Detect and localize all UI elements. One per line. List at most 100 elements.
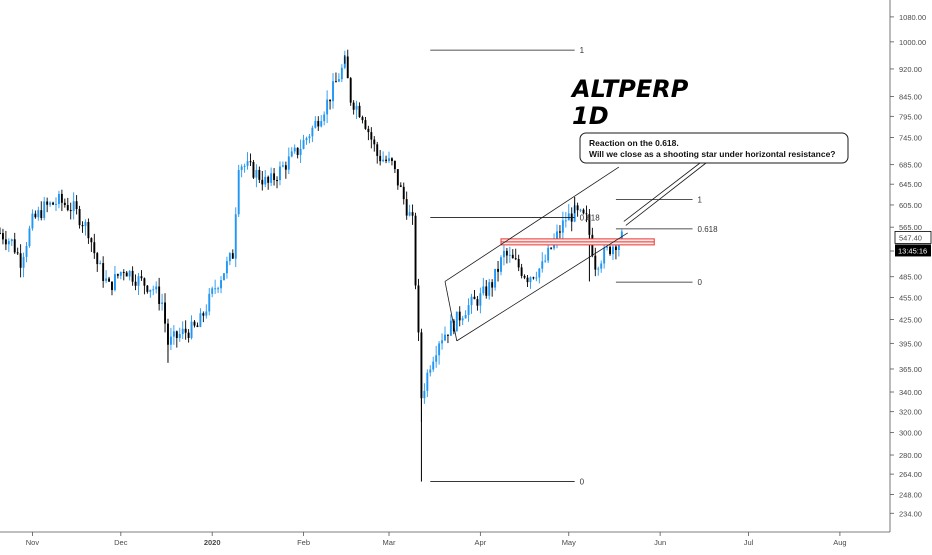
price-tick-label: 745.00 [899,133,922,142]
candle-up [438,343,441,356]
candle-down [317,120,320,127]
candle-down [46,201,49,205]
candle-down [202,313,205,316]
annotation-line-1: Reaction on the 0.618. [589,138,679,148]
candle-down [60,193,63,203]
fib-level-label: 0 [698,278,703,287]
candle-up [281,165,284,167]
candle-down [458,311,461,321]
candle-up [547,247,550,261]
candle-down [276,180,278,182]
annotation-callout[interactable]: Reaction on the 0.618. Will we close as … [579,132,849,164]
candle-up [208,293,211,312]
candle-up [308,136,311,139]
price-tick-label: 565.00 [899,223,922,232]
candle-down [367,128,370,133]
candle-down [417,285,420,333]
chart-title: ALTPERP [570,75,689,103]
candle-down [514,258,517,260]
candle-down [476,299,479,306]
time-tick-label: Jul [744,538,754,547]
candle-up [432,361,435,370]
candle-down [473,296,476,300]
candle-up [211,288,214,294]
candle-up [205,311,208,316]
candle-down [420,332,423,399]
candle-down [497,268,500,272]
candle-down [405,199,408,216]
candle-down [131,270,134,282]
candle-up [612,246,614,255]
candle-up [99,263,102,265]
candle-up [169,336,172,345]
candle-up [37,210,40,218]
candle-up [155,286,158,290]
price-tick-label: 395.00 [899,339,922,348]
candle-down [125,272,128,277]
time-tick-label: Feb [297,538,310,547]
candle-up [449,320,452,336]
candle-down [122,272,125,274]
time-tick-label: Jun [654,538,666,547]
candle-up [529,277,532,283]
time-axis[interactable]: Nov Dec 2020 Feb Mar Apr May Jun Jul Aug [0,531,890,547]
candle-down [446,334,449,336]
candle-down [396,169,399,186]
candle-down [196,325,199,327]
candle-down [352,102,355,110]
candle-down [134,281,137,286]
drawings: 1 0 1 0.618 0 0.618 [430,46,718,487]
candle-up [225,261,228,274]
candle-up [25,246,28,257]
candle-up [178,334,181,339]
candle-down [358,105,361,118]
candle-up [556,231,558,240]
candle-up [573,205,576,222]
candle-down [576,205,579,211]
candle-up [617,241,620,251]
candle-down [517,258,520,268]
candle-down [267,176,270,183]
candle-up [190,321,193,338]
candle-down [40,210,43,219]
price-tick-label: 795.00 [899,112,922,121]
candle-up [199,313,202,327]
candle-up [7,241,10,245]
candle-down [143,278,146,286]
candle-up [597,268,600,270]
price-tick-label: 280.00 [899,451,922,460]
candle-down [140,276,143,279]
candle-down [582,209,585,214]
price-tick-label: 248.00 [899,490,922,499]
countdown-label: 13:45:16 [898,246,927,255]
candle-down [16,252,19,254]
candle-up [326,99,329,115]
candle-up [502,250,505,258]
candle-down [1,233,4,240]
candle-up [435,355,438,362]
candle-up [606,246,609,248]
candle-down [393,160,396,170]
candle-up [137,276,140,286]
candle-up [382,159,385,162]
candle-down [69,210,72,212]
candle-down [175,331,178,339]
candle-up [429,369,432,373]
candle-up [22,256,25,268]
candle-up [172,331,175,337]
candle-down [385,159,388,161]
candle-up [270,173,273,183]
candle-down [116,274,119,276]
candle-down [594,255,597,270]
candle-up [408,212,411,216]
price-axis[interactable]: 1080.00 1000.00 920.00 845.00 795.00 745.00 68… [889,0,932,532]
candle-down [184,328,187,333]
candle-up [600,263,603,269]
candle-up [49,202,52,205]
candle-down [249,161,252,163]
candle-down [329,99,332,102]
candle-up [461,318,464,321]
candle-down [63,202,66,206]
